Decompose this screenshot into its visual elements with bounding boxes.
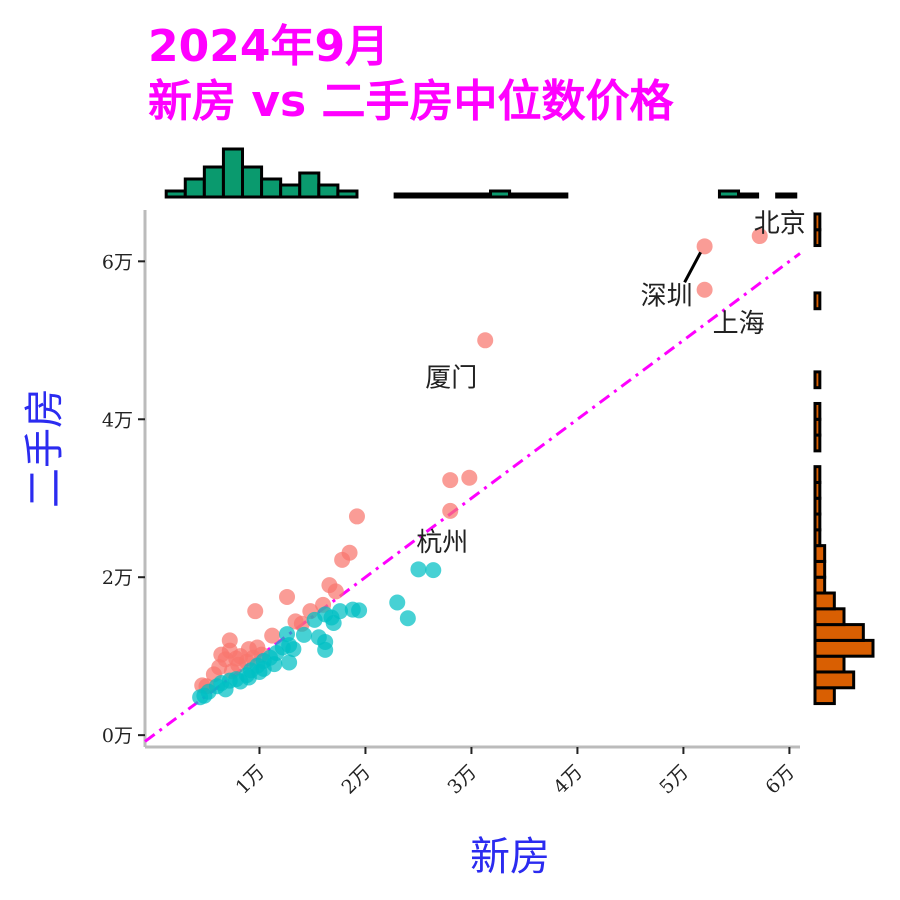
top-histogram-bar xyxy=(508,192,531,199)
top-histogram-bar xyxy=(241,165,264,199)
right-histogram-bar xyxy=(813,496,822,516)
right-histogram-bar xyxy=(813,623,865,642)
data-point xyxy=(327,583,344,600)
data-point xyxy=(192,689,209,706)
right-histogram-bar xyxy=(813,433,822,453)
city-label: 北京 xyxy=(754,209,806,239)
x-axis-title: 新房 xyxy=(470,834,550,880)
right-histogram-bar xyxy=(813,512,822,532)
right-histogram-bar xyxy=(813,544,827,563)
x-tick-label: 4万 xyxy=(549,761,587,799)
top-histogram-bar xyxy=(737,192,760,199)
top-histogram-bar xyxy=(164,189,187,199)
data-point xyxy=(389,594,406,611)
x-tick-label: 1万 xyxy=(231,761,269,799)
data-point xyxy=(696,281,713,298)
data-point xyxy=(399,610,416,627)
data-point xyxy=(751,228,768,245)
x-tick-label: 3万 xyxy=(443,761,481,799)
data-point xyxy=(279,588,296,605)
top-histogram-bar xyxy=(450,192,473,199)
y-tick-label: 2万 xyxy=(102,567,133,589)
right-histogram-bar xyxy=(813,607,846,627)
data-points xyxy=(192,228,768,706)
right-histogram-bar xyxy=(813,228,822,248)
right-histogram-bar xyxy=(813,528,822,548)
data-point xyxy=(295,626,312,643)
data-point xyxy=(461,469,478,486)
data-point xyxy=(348,508,365,525)
right-histogram-bar xyxy=(813,212,822,232)
chart-title-line-1: 2024年9月 xyxy=(148,21,389,72)
top-histogram-bar xyxy=(489,189,512,199)
top-histogram-bar xyxy=(202,165,225,199)
top-histogram-bar xyxy=(546,192,569,199)
x-tick-label: 2万 xyxy=(337,761,375,799)
right-histogram-bar xyxy=(813,465,822,484)
top-histogram-bar xyxy=(527,192,550,199)
data-point xyxy=(251,663,268,680)
top-histogram-bar xyxy=(317,183,340,199)
right-histogram-bar xyxy=(813,591,836,611)
data-point xyxy=(410,561,427,578)
data-point xyxy=(264,627,281,644)
data-point xyxy=(334,551,351,568)
city-label: 厦门 xyxy=(425,363,477,393)
top-histogram-bar xyxy=(775,192,798,199)
top-histogram-bar xyxy=(412,192,435,199)
right-histogram-bar xyxy=(813,654,846,674)
right-histogram-bar xyxy=(813,638,875,658)
data-point xyxy=(442,502,459,519)
top-histogram-bar xyxy=(431,192,454,199)
city-label: 上海 xyxy=(713,309,765,339)
data-point xyxy=(325,615,342,632)
top-histogram-bar xyxy=(183,177,206,199)
top-histogram-bar xyxy=(717,189,741,199)
top-histogram-bar xyxy=(336,189,359,199)
y-tick-label: 4万 xyxy=(102,409,133,431)
city-label: 杭州 xyxy=(416,528,468,558)
top-histogram-bar xyxy=(260,177,283,199)
data-point xyxy=(344,601,361,618)
x-tick-label: 5万 xyxy=(655,761,693,799)
right-histogram-bar xyxy=(813,370,822,390)
right-histogram-bar xyxy=(813,575,827,595)
data-point xyxy=(477,332,494,349)
data-point xyxy=(696,238,713,255)
top-histogram-bar xyxy=(221,147,245,199)
data-point xyxy=(281,654,298,671)
y-axis-title: 二手房 xyxy=(22,388,68,508)
right-marginal-histogram xyxy=(813,212,875,706)
top-histogram-bar xyxy=(279,183,302,199)
top-histogram-bar xyxy=(298,171,321,199)
data-point xyxy=(247,603,264,620)
right-histogram-bar xyxy=(813,686,836,706)
data-point xyxy=(306,611,323,628)
city-label: 深圳 xyxy=(641,281,693,311)
right-histogram-bar xyxy=(813,401,822,421)
right-histogram-bar xyxy=(813,559,827,579)
data-point xyxy=(442,472,459,489)
y-tick-label: 0万 xyxy=(102,725,133,747)
chart-title-line-2: 新房 vs 二手房中位数价格 xyxy=(148,76,675,127)
right-histogram-bar xyxy=(813,291,822,311)
data-point xyxy=(425,562,442,579)
right-histogram-bar xyxy=(813,480,822,500)
x-tick-label: 6万 xyxy=(761,761,799,799)
right-histogram-bar xyxy=(813,670,856,690)
data-point xyxy=(317,641,334,658)
plot-axes xyxy=(143,210,800,749)
right-histogram-bar xyxy=(813,417,822,437)
data-point xyxy=(285,641,302,658)
top-histogram-bar xyxy=(393,192,416,199)
y-tick-label: 6万 xyxy=(102,251,133,273)
top-marginal-histogram xyxy=(164,147,798,199)
annotation-pointer xyxy=(683,251,702,284)
data-point xyxy=(217,681,234,698)
top-histogram-bar xyxy=(469,192,493,199)
